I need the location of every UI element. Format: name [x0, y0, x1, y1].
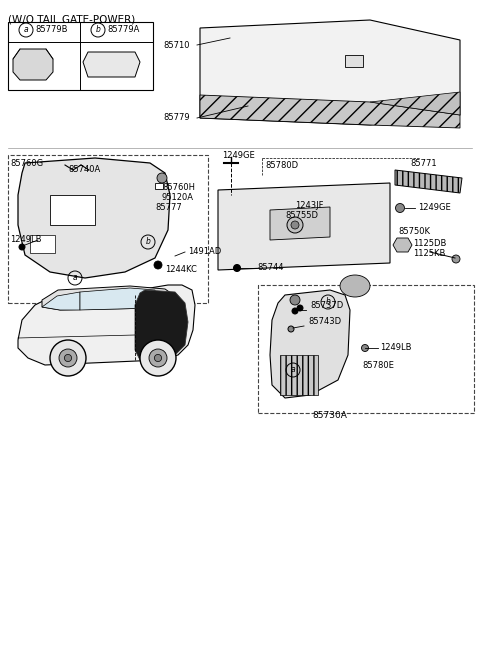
- Polygon shape: [135, 290, 188, 360]
- Bar: [155, 183, 163, 189]
- Text: 1243JF: 1243JF: [295, 201, 324, 210]
- Circle shape: [288, 326, 294, 332]
- Text: a: a: [24, 25, 28, 35]
- Text: a: a: [291, 365, 295, 374]
- Text: b: b: [145, 238, 150, 247]
- Polygon shape: [18, 285, 195, 365]
- Text: 85777: 85777: [155, 202, 182, 212]
- Circle shape: [290, 295, 300, 305]
- Text: 85744: 85744: [257, 264, 284, 273]
- Polygon shape: [200, 20, 460, 125]
- Circle shape: [292, 308, 298, 314]
- Circle shape: [155, 354, 162, 361]
- Polygon shape: [218, 183, 390, 270]
- Polygon shape: [395, 170, 462, 193]
- Bar: [258, 285, 474, 413]
- Circle shape: [64, 354, 72, 361]
- Text: 85730A: 85730A: [312, 411, 348, 421]
- Polygon shape: [393, 238, 412, 252]
- Circle shape: [140, 340, 176, 376]
- Circle shape: [50, 340, 86, 376]
- Polygon shape: [200, 95, 460, 128]
- Text: 85760G: 85760G: [10, 158, 43, 167]
- Circle shape: [361, 344, 369, 352]
- Circle shape: [233, 264, 240, 271]
- Text: 1249GE: 1249GE: [418, 204, 451, 212]
- Polygon shape: [30, 235, 55, 253]
- Text: b: b: [96, 25, 100, 35]
- Text: 85771: 85771: [410, 158, 437, 167]
- Circle shape: [452, 255, 460, 263]
- Text: 1249GE: 1249GE: [222, 150, 255, 159]
- Text: 1125KB: 1125KB: [413, 249, 445, 258]
- Text: 85779: 85779: [163, 113, 190, 122]
- Circle shape: [59, 349, 77, 367]
- Text: (W/O TAIL GATE-POWER): (W/O TAIL GATE-POWER): [8, 14, 135, 24]
- Bar: [8, 22, 153, 90]
- Text: 85710: 85710: [163, 40, 190, 49]
- Polygon shape: [80, 288, 155, 310]
- Circle shape: [396, 204, 405, 212]
- Polygon shape: [50, 195, 95, 225]
- Polygon shape: [83, 52, 140, 77]
- Polygon shape: [370, 92, 460, 115]
- Text: 85779B: 85779B: [35, 25, 68, 35]
- Text: 85779A: 85779A: [107, 25, 139, 35]
- Text: 1249LB: 1249LB: [10, 236, 41, 245]
- Ellipse shape: [340, 275, 370, 297]
- Text: 85755D: 85755D: [285, 210, 318, 219]
- Text: 85740A: 85740A: [68, 165, 100, 174]
- Text: 1125DB: 1125DB: [413, 240, 446, 249]
- Text: 1244KC: 1244KC: [165, 266, 197, 275]
- Text: 85743D: 85743D: [308, 318, 341, 327]
- Text: a: a: [72, 273, 77, 283]
- Text: b: b: [325, 298, 330, 307]
- Text: 1249LB: 1249LB: [380, 344, 411, 352]
- Polygon shape: [270, 290, 350, 398]
- Polygon shape: [13, 49, 53, 80]
- Polygon shape: [280, 355, 318, 395]
- Text: 85760H: 85760H: [162, 184, 195, 193]
- Circle shape: [149, 349, 167, 367]
- Polygon shape: [42, 286, 178, 310]
- Polygon shape: [42, 292, 80, 310]
- Polygon shape: [155, 293, 178, 308]
- Circle shape: [154, 261, 162, 269]
- Polygon shape: [18, 158, 170, 278]
- Text: 1491AD: 1491AD: [188, 247, 221, 256]
- Text: 85750K: 85750K: [398, 227, 430, 236]
- Circle shape: [19, 244, 25, 250]
- Circle shape: [157, 173, 167, 183]
- Text: 95120A: 95120A: [162, 193, 194, 202]
- Bar: [8, 155, 208, 303]
- Text: 85737D: 85737D: [310, 301, 343, 309]
- Text: 85780E: 85780E: [362, 361, 394, 370]
- Bar: [345, 55, 363, 67]
- Circle shape: [287, 217, 303, 233]
- Text: 85780D: 85780D: [265, 161, 298, 169]
- Circle shape: [297, 305, 303, 311]
- Circle shape: [291, 221, 299, 229]
- Polygon shape: [270, 207, 330, 240]
